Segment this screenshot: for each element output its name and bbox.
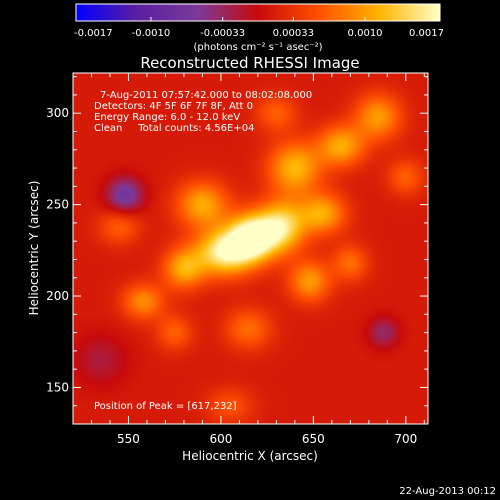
annotation-time-range: 7-Aug-2011 07:57:42.000 to 08:02:08.000: [100, 90, 312, 101]
axis-ticks: 550 600 650 700 150 200 250 300: [46, 73, 428, 446]
plot-area: 550 600 650 700 150 200 250 300: [46, 72, 429, 446]
y-tick-label: 250: [46, 198, 69, 212]
peak-position-label: Position of Peak = [617,232]: [94, 401, 237, 412]
colorbar-tick-label: 0.0017: [409, 28, 444, 39]
colorbar-unit-label: (photons cm⁻² s⁻¹ asec⁻²): [193, 42, 322, 53]
annotation-block: 7-Aug-2011 07:57:42.000 to 08:02:08.000 …: [94, 90, 312, 412]
colorbar-tick-label: 0.0010: [348, 28, 383, 39]
colorbar-gradient: [75, 3, 441, 22]
y-axis-label: Heliocentric Y (arcsec): [27, 181, 41, 316]
annotation-clean-counts: Clean Total counts: 4.56E+04: [94, 123, 254, 134]
x-tick-label: 700: [394, 432, 417, 446]
annotation-detectors: Detectors: 4F 5F 6F 7F 8F, Att 0: [94, 101, 253, 112]
heatmap-image: [73, 73, 428, 424]
x-axis-label: Heliocentric X (arcsec): [182, 449, 318, 463]
x-tick-label: 550: [117, 432, 140, 446]
colorbar: -0.0017 -0.0010 -0.00033 0.00033 0.0010 0.001…: [74, 3, 444, 53]
x-tick-label: 650: [302, 432, 325, 446]
colorbar-tick-label: 0.00033: [273, 28, 314, 39]
colorbar-tick-label: -0.0017: [74, 28, 113, 39]
footer-date: 22-Aug-2013 00:12: [399, 486, 496, 497]
y-tick-label: 300: [46, 106, 69, 120]
colorbar-ticks: -0.0017 -0.0010 -0.00033 0.00033 0.0010 0.001…: [74, 17, 444, 39]
x-tick-label: 600: [209, 432, 232, 446]
y-tick-label: 200: [46, 289, 69, 303]
y-tick-label: 150: [46, 380, 69, 394]
plot-frame: [72, 72, 429, 425]
annotation-energy-range: Energy Range: 6.0 - 12.0 keV: [94, 112, 240, 123]
chart-title: Reconstructed RHESSI Image: [140, 54, 359, 72]
colorbar-tick-label: -0.00033: [200, 28, 245, 39]
colorbar-tick-label: -0.0010: [132, 28, 171, 39]
